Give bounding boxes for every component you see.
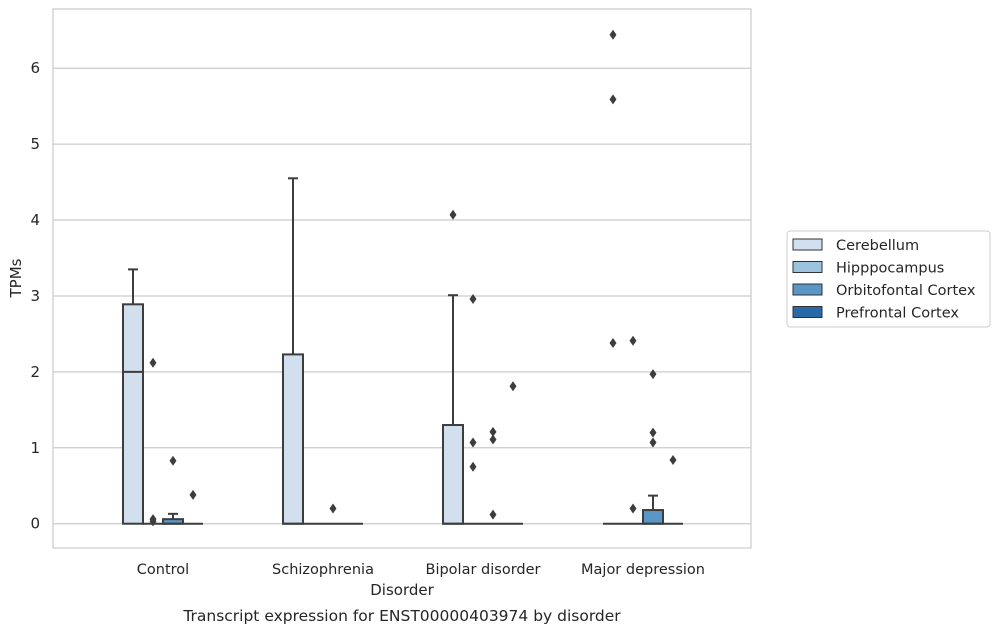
marks [122, 29, 683, 527]
y-tick-label: 2 [30, 363, 40, 381]
outlier-point [649, 427, 657, 438]
outlier-point [629, 503, 637, 514]
y-tick-label: 6 [30, 59, 40, 77]
x-tick-label: Schizophrenia [272, 562, 374, 578]
y-tick-label: 5 [30, 135, 40, 153]
outlier-point [489, 434, 497, 445]
legend-swatch [792, 306, 823, 318]
outlier-point [609, 94, 617, 105]
box-hipppocampus [143, 357, 163, 527]
box-hipppocampus [623, 335, 643, 525]
outlier-point [489, 426, 497, 437]
box [642, 509, 664, 525]
box-orbitofontal-cortex [323, 503, 343, 525]
box-prefrontal-cortex [503, 381, 523, 525]
outlier-point [149, 516, 157, 527]
outlier-point [149, 357, 157, 368]
outlier-point [469, 437, 477, 448]
box [282, 353, 304, 525]
box-hipppocampus [463, 293, 483, 525]
x-tick-label: Control [137, 562, 189, 578]
box-orbitofontal-cortex [483, 426, 503, 525]
box-prefrontal-cortex [663, 454, 683, 525]
outlier-point [649, 437, 657, 448]
outlier-point [469, 293, 477, 304]
outlier-point [509, 381, 517, 392]
y-tick-label: 1 [30, 439, 40, 457]
y-tick-label: 4 [30, 211, 40, 229]
legend-box [786, 230, 991, 328]
outlier-point [629, 335, 637, 346]
y-axis-label: TPMs [7, 258, 25, 298]
chart-title: Transcript expression for ENST0000040397… [182, 607, 621, 625]
box-cerebellum [282, 177, 304, 525]
outlier-point [169, 455, 177, 466]
box-orbitofontal-cortex [162, 455, 184, 525]
x-tick-label: Bipolar disorder [426, 562, 541, 578]
box [122, 303, 144, 525]
legend-swatch [792, 261, 823, 273]
outlier-point [609, 29, 617, 40]
box [442, 424, 464, 525]
outlier-point [649, 369, 657, 380]
outlier-point [669, 454, 677, 465]
box-cerebellum [122, 268, 144, 525]
outlier-point [609, 338, 617, 349]
outlier-point [189, 489, 197, 500]
outlier-point [489, 509, 497, 520]
box-cerebellum [603, 29, 623, 525]
y-tick-labels: 0 1 2 3 4 5 6 [30, 59, 40, 532]
outlier-point [449, 209, 457, 220]
grid [53, 67, 751, 525]
x-axis-label: Disorder [370, 581, 434, 599]
outlier-point [469, 461, 477, 472]
legend-label: Hipppocampus [836, 261, 944, 277]
legend-swatch [792, 283, 823, 296]
legend-label: Orbitofontal Cortex [836, 283, 976, 299]
plot-frame [52, 8, 752, 549]
legend-label: Cerebellum [836, 238, 919, 254]
legend-swatch [792, 238, 823, 251]
outlier-point [329, 503, 337, 514]
x-tick-labels: Control Schizophrenia Bipolar disorder Majo… [137, 562, 705, 578]
legend-label: Prefrontal Cortex [836, 306, 959, 322]
legend: Cerebellum Hipppocampus Orbitofontal Corte… [786, 230, 991, 328]
x-tick-label: Major depression [581, 562, 705, 578]
y-tick-label: 0 [30, 515, 40, 533]
box-prefrontal-cortex [183, 489, 203, 525]
y-tick-label: 3 [30, 287, 40, 305]
box-cerebellum [442, 209, 464, 525]
box-orbitofontal-cortex [642, 369, 664, 525]
